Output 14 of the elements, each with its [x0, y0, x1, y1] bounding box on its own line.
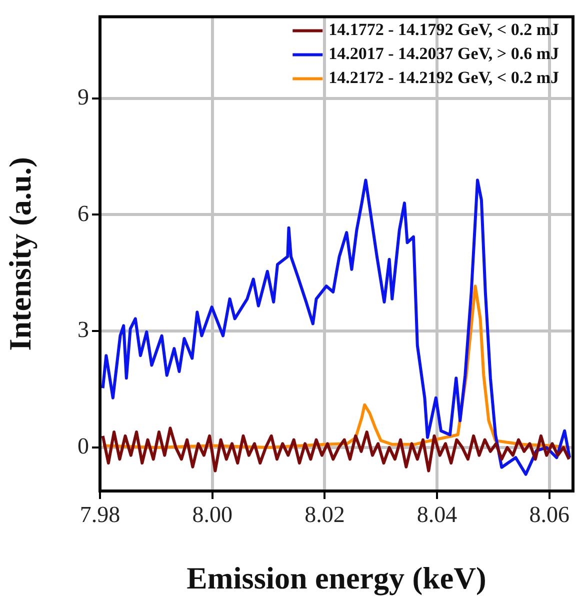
y-axis-title: Intensity (a.u.) — [2, 157, 38, 351]
y-tick-label: 9 — [78, 84, 89, 110]
x-axis-title: Emission energy (keV) — [186, 560, 486, 596]
x-tick-label: 7.98 — [80, 502, 120, 527]
legend-label: 14.1772 - 14.1792 GeV, < 0.2 mJ — [328, 20, 560, 40]
y-tick-label: 6 — [78, 200, 89, 226]
x-tick-label: 8.04 — [416, 502, 458, 527]
legend-label: 14.2017 - 14.2037 GeV, > 0.6 mJ — [328, 44, 560, 64]
x-tick-label: 8.00 — [192, 502, 232, 527]
x-tick-label: 8.06 — [529, 502, 570, 527]
y-tick-label: 0 — [78, 434, 89, 459]
legend-label: 14.2172 - 14.2192 GeV, < 0.2 mJ — [328, 68, 560, 88]
x-tick-label: 8.02 — [304, 502, 345, 527]
y-tick-label: 3 — [78, 317, 89, 342]
